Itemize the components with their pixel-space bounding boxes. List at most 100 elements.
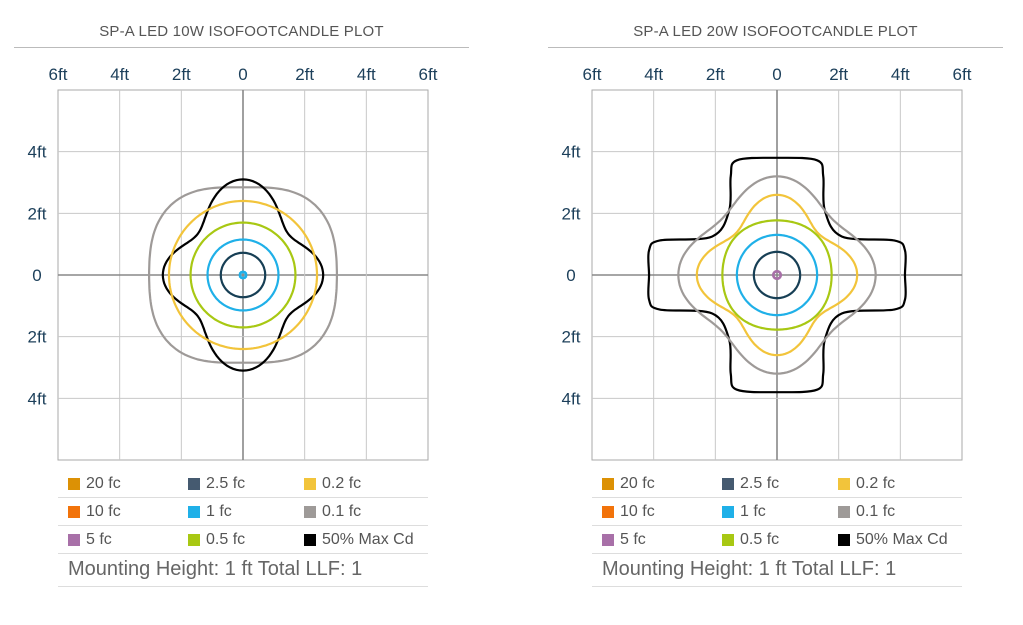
legend-label: 50% Max Cd: [856, 531, 948, 548]
legend-label: 1 fc: [740, 503, 766, 520]
legend-swatch: [188, 534, 200, 546]
legend-label: 0.2 fc: [856, 475, 896, 492]
legend-swatch: [68, 478, 80, 490]
legend-item: 0.5 fc: [188, 531, 245, 549]
legend-item: 50% Max Cd: [304, 531, 414, 549]
legend-label: 0.2 fc: [322, 475, 362, 492]
legend-swatch: [304, 478, 316, 490]
plot-20w: SP-A LED 20W ISOFOOTCANDLE PLOT 6ft 4ft 2f…: [548, 0, 1008, 625]
legend: 20 fc 2.5 fc 0.2 fc 10 fc 1 fc 0.1 fc 5 fc 0.5 …: [58, 470, 428, 587]
legend-item: 5 fc: [602, 531, 646, 549]
x-tick-label: 6ft: [49, 65, 68, 84]
legend-label: 20 fc: [86, 475, 121, 492]
legend-swatch: [602, 478, 614, 490]
legend-row: 20 fc 2.5 fc 0.2 fc: [592, 470, 962, 498]
y-tick-label: 4ft: [562, 143, 581, 162]
contour-5-fc: [238, 270, 248, 280]
x-tick-label: 6ft: [583, 65, 602, 84]
legend-item: 20 fc: [602, 475, 655, 493]
contour-0-1-fc: [677, 175, 877, 375]
x-tick-label: 4ft: [644, 65, 663, 84]
isofootcandle-chart: 6ft 4ft 2ft 0 2ft 4ft 6ft 4ft 2ft 0 2ft 4ft: [28, 65, 438, 461]
x-tick-label: 4ft: [110, 65, 129, 84]
legend-item: 10 fc: [68, 503, 121, 521]
x-tick-label: 2ft: [829, 65, 848, 84]
legend-label: 0.1 fc: [322, 503, 362, 520]
legend-swatch: [304, 534, 316, 546]
y-tick-label: 2ft: [28, 328, 47, 347]
legend-label: 0.5 fc: [740, 531, 780, 548]
legend-item: 0.2 fc: [304, 475, 361, 493]
legend-label: 50% Max Cd: [322, 531, 414, 548]
x-tick-label: 2ft: [172, 65, 191, 84]
legend-swatch: [838, 506, 850, 518]
legend-item: 5 fc: [68, 531, 112, 549]
legend-item: 20 fc: [68, 475, 121, 493]
isofootcandle-chart: 6ft 4ft 2ft 0 2ft 4ft 6ft 4ft 2ft 0 2ft 4ft: [562, 65, 972, 461]
legend-row: 5 fc 0.5 fc 50% Max Cd: [592, 526, 962, 554]
y-tick-label: 4ft: [562, 389, 581, 408]
legend-swatch: [838, 534, 850, 546]
legend-label: 5 fc: [620, 531, 646, 548]
contour-50-max-cd: [647, 156, 907, 394]
x-tick-label: 4ft: [357, 65, 376, 84]
x-tick-label: 6ft: [419, 65, 438, 84]
contour-2-5-fc: [219, 251, 267, 299]
legend-swatch: [722, 506, 734, 518]
contour-1-fc: [735, 233, 819, 317]
legend-swatch: [838, 478, 850, 490]
legend-swatch: [722, 534, 734, 546]
legend-row: 20 fc 2.5 fc 0.2 fc: [58, 470, 428, 498]
legend-label: 20 fc: [620, 475, 655, 492]
y-tick-label: 0: [32, 266, 41, 285]
legend-swatch: [602, 506, 614, 518]
contour-50-max-cd: [161, 178, 325, 372]
contour-0-5-fc: [189, 221, 297, 329]
x-tick-label: 6ft: [953, 65, 972, 84]
legend-swatch: [304, 506, 316, 518]
y-tick-label: 4ft: [28, 143, 47, 162]
plot-title: SP-A LED 20W ISOFOOTCANDLE PLOT: [633, 23, 918, 40]
legend-item: 0.2 fc: [838, 475, 895, 493]
legend-label: 10 fc: [86, 503, 121, 520]
mounting-info: Mounting Height: 1 ft Total LLF: 1: [58, 554, 428, 587]
legend-swatch: [602, 534, 614, 546]
contour-0-2-fc: [167, 199, 319, 351]
legend: 20 fc 2.5 fc 0.2 fc 10 fc 1 fc 0.1 fc 5 fc 0.5 …: [592, 470, 962, 587]
legend-swatch: [68, 506, 80, 518]
legend-item: 0.1 fc: [838, 503, 895, 521]
y-tick-label: 0: [566, 266, 575, 285]
x-tick-label: 2ft: [706, 65, 725, 84]
legend-label: 2.5 fc: [740, 475, 780, 492]
legend-label: 10 fc: [620, 503, 655, 520]
legend-swatch: [722, 478, 734, 490]
legend-label: 0.1 fc: [856, 503, 896, 520]
divider: [14, 47, 469, 48]
plot-title: SP-A LED 10W ISOFOOTCANDLE PLOT: [99, 23, 384, 40]
contour-0-1-fc: [148, 186, 338, 364]
plot-10w: SP-A LED 10W ISOFOOTCANDLE PLOT 6ft 4ft 2f…: [14, 0, 474, 625]
divider: [548, 47, 1003, 48]
y-tick-label: 2ft: [28, 204, 47, 223]
x-tick-label: 0: [772, 65, 781, 84]
legend-label: 5 fc: [86, 531, 112, 548]
legend-row: 10 fc 1 fc 0.1 fc: [58, 498, 428, 526]
legend-item: 2.5 fc: [722, 475, 779, 493]
legend-row: 5 fc 0.5 fc 50% Max Cd: [58, 526, 428, 554]
legend-item: 0.5 fc: [722, 531, 779, 549]
x-tick-label: 2ft: [295, 65, 314, 84]
mounting-info: Mounting Height: 1 ft Total LLF: 1: [592, 554, 962, 587]
contour-0-5-fc: [721, 219, 833, 331]
contour-5-fc: [772, 270, 782, 280]
legend-item: 2.5 fc: [188, 475, 245, 493]
x-tick-label: 0: [238, 65, 247, 84]
legend-item: 0.1 fc: [304, 503, 361, 521]
contour-1-fc: [206, 238, 280, 312]
legend-item: 1 fc: [722, 503, 766, 521]
contour-0-2-fc: [695, 193, 859, 357]
legend-label: 0.5 fc: [206, 531, 246, 548]
legend-swatch: [188, 478, 200, 490]
legend-item: 10 fc: [602, 503, 655, 521]
x-tick-label: 4ft: [891, 65, 910, 84]
legend-label: 2.5 fc: [206, 475, 246, 492]
